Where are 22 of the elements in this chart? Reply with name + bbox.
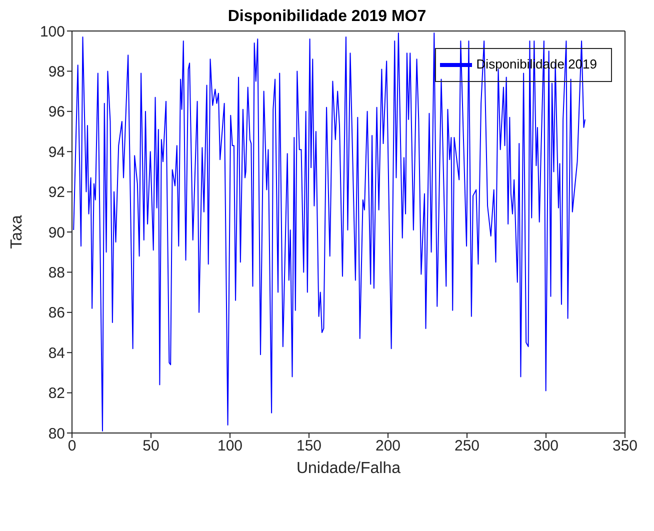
y-tick-label: 90 (48, 224, 65, 242)
y-axis-title: Taxa (8, 215, 26, 249)
y-tick-label: 94 (48, 144, 65, 161)
y-tick-label: 92 (48, 184, 65, 202)
x-tick-label: 350 (612, 438, 638, 455)
chart-title: Disponibilidade 2019 MO7 (228, 8, 426, 25)
x-tick-label: 150 (296, 438, 322, 455)
x-tick-label: 100 (217, 438, 243, 455)
y-tick-label: 100 (40, 23, 65, 40)
x-tick-label: 0 (68, 438, 76, 455)
x-tick-label: 50 (142, 438, 160, 455)
x-tick-label: 200 (375, 438, 401, 455)
y-tick-label: 82 (48, 385, 65, 402)
y-tick-label: 88 (48, 264, 65, 282)
y-tick-label: 96 (48, 104, 65, 121)
y-tick-label: 98 (48, 64, 65, 81)
x-tick-label: 300 (533, 438, 559, 455)
x-tick-label: 250 (454, 438, 480, 455)
y-tick-label: 86 (48, 304, 65, 322)
y-tick-label: 80 (48, 425, 65, 442)
y-tick-label: 84 (48, 344, 65, 362)
x-axis-title: Unidade/Falha (296, 460, 401, 477)
